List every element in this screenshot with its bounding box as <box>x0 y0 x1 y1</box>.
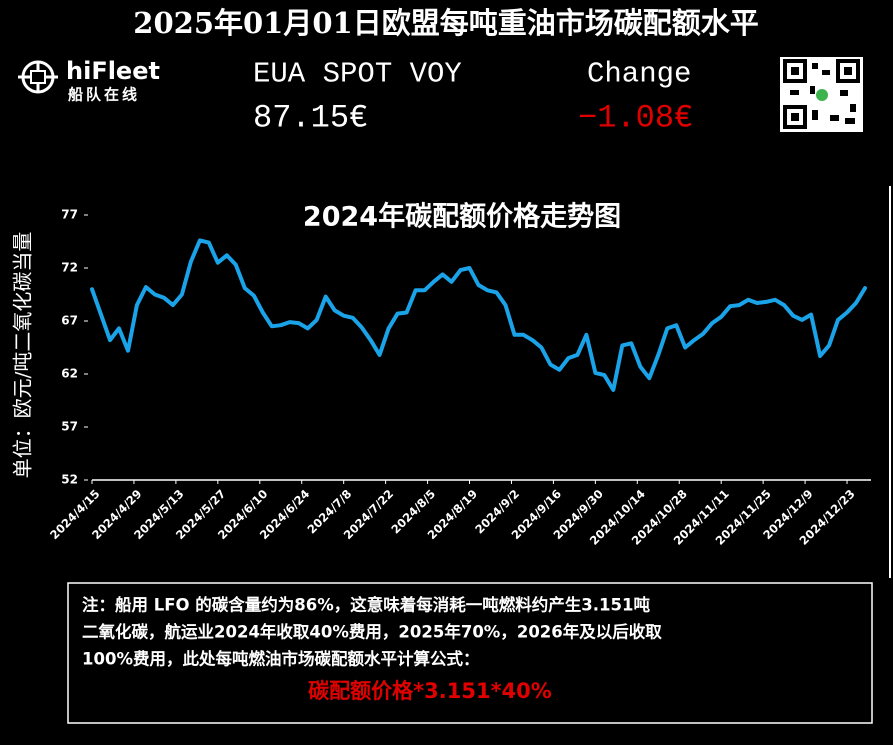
y-tick-label: 57 <box>61 420 78 434</box>
note-line: 二氧化碳，航运业2024年收取40%费用，2025年70%，2026年及以后收取 <box>82 622 662 642</box>
price-value: 87.15€ <box>253 99 368 136</box>
logo-sub: 船队在线 <box>68 86 140 104</box>
change-label: Change <box>587 58 691 91</box>
y-tick-label: 77 <box>61 208 78 222</box>
price-label: EUA SPOT VOY <box>253 58 462 91</box>
change-value: −1.08€ <box>578 99 693 136</box>
note-formula: 碳配额价格*3.151*40% <box>308 679 552 703</box>
chart-title: 2024年碳配额价格走势图 <box>303 201 621 233</box>
logo <box>18 60 58 94</box>
note-line: 100%费用，此处每吨燃油市场碳配额水平计算公式： <box>82 649 479 669</box>
qr-code <box>780 57 863 132</box>
y-axis-label: 单位：欧元/吨二氧化碳当量 <box>11 232 35 479</box>
price-line <box>90 238 867 392</box>
page-title: 2025年01月01日欧盟每吨重油市场碳配额水平 <box>133 6 758 40</box>
y-tick-label: 52 <box>61 473 78 487</box>
note-line: 注：船用 LFO 的碳含量约为86%，这意味着每消耗一吨燃料约产生3.151吨 <box>82 595 650 615</box>
y-tick-label: 72 <box>61 261 78 275</box>
y-tick-label: 67 <box>61 314 78 328</box>
note-box <box>67 582 873 724</box>
logo-name: hiFleet <box>66 57 160 85</box>
y-tick-label: 62 <box>61 367 78 381</box>
